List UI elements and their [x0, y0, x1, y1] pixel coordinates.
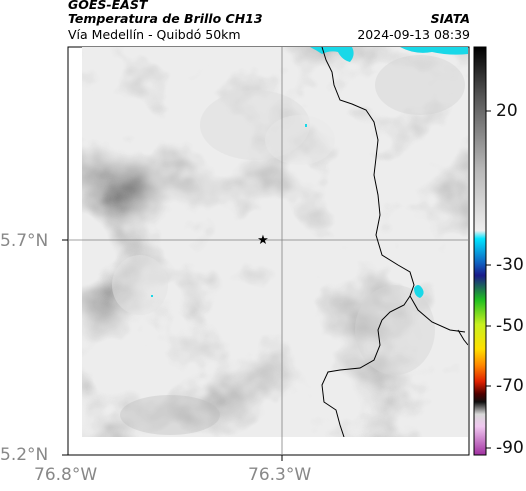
timestamp: 2024-09-13 08:39 [357, 27, 470, 42]
product-title: Temperatura de Brillo CH13 [68, 11, 263, 26]
colorbar-label-minus30: -30 [496, 255, 524, 275]
lon-label-76-8: 76.8°W [34, 465, 98, 485]
colorbar-label-minus70: -70 [496, 376, 524, 396]
agency-label: SIATA [430, 11, 470, 26]
satellite-name: GOES-EAST [68, 0, 148, 12]
colorbar-label-minus90: -90 [496, 438, 524, 458]
route-subtitle: Vía Medellín - Quibdó 50km [68, 27, 241, 42]
lat-label-5-2: 5.2°N [0, 445, 49, 465]
lon-label-76-3: 76.3°W [248, 465, 312, 485]
lat-label-5-7: 5.7°N [0, 231, 49, 251]
cloud-field [82, 47, 468, 437]
boundary-lines [321, 47, 468, 437]
star-icon: ★ [257, 233, 269, 248]
colorbar [473, 46, 487, 456]
colorbar-ticks [486, 110, 491, 449]
colorbar-label-20: 20 [496, 101, 518, 121]
colorbar-label-minus50: -50 [496, 316, 524, 336]
